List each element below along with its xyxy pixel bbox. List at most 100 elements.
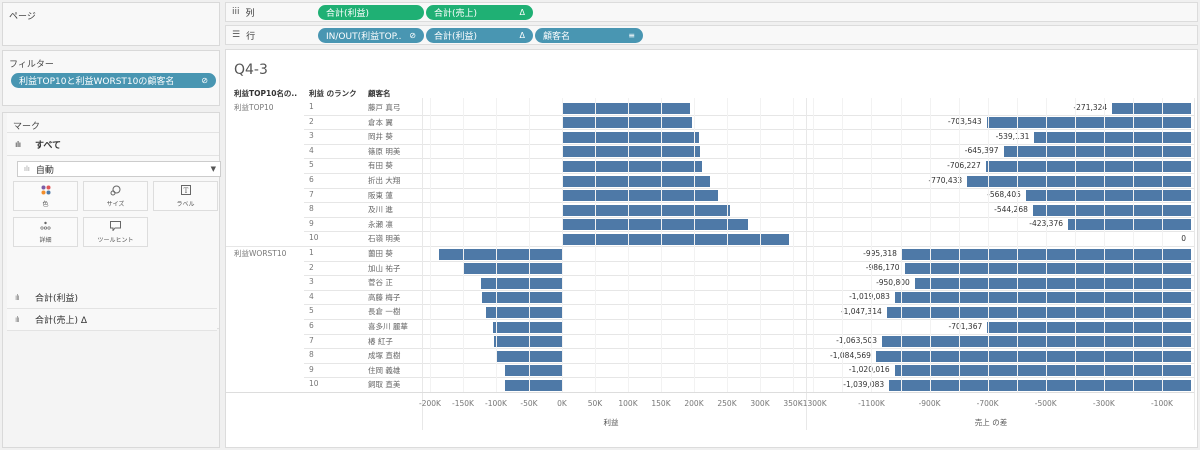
sales-diff-bar[interactable] [1003,146,1191,158]
profit-bar[interactable] [562,146,700,158]
columns-pill-profit[interactable]: 合計(利益) [318,5,424,20]
sales-diff-bar[interactable] [985,160,1191,172]
marks-tab-sales[interactable]: ılı 合計(売上) Δ [7,309,217,331]
profit-axis-tick: -200K [419,399,441,408]
sales-diff-bar[interactable] [987,321,1191,333]
filter-pill[interactable]: 利益TOP10と利益WORST10の顧客名 ⊘ [11,73,216,88]
gridline [871,98,873,392]
customer-name-cell[interactable]: 石嶺 明美 [368,234,401,244]
customer-name-cell[interactable]: 倉本 翼 [368,117,393,127]
header-rank[interactable]: 利益 のランク [309,89,357,98]
customer-name-cell[interactable]: 椿 紅子 [368,336,393,346]
row-divider [304,231,1194,233]
profit-bar[interactable] [439,248,562,260]
rank-cell: 1 [309,248,314,257]
header-customer[interactable]: 顧客名 [368,89,391,98]
viz-canvas[interactable]: Q4-3 利益TOP10名の.. 利益 のランク 顧客名 利益TOP10 利益W… [225,49,1198,448]
rank-cell: 4 [309,145,314,155]
mark-type-dropdown[interactable]: ılı 自動 ▼ [17,161,221,177]
profit-bar[interactable] [562,233,790,245]
profit-bar[interactable] [562,117,693,129]
sales-diff-bar[interactable] [894,292,1191,304]
customer-name-cell[interactable]: 菅谷 正 [368,278,393,288]
detail-button[interactable]: 詳細 [13,217,78,247]
table-calc-icon: Δ [519,31,525,40]
profit-bar[interactable] [504,365,562,377]
profit-bar[interactable] [562,219,749,231]
customer-name-cell[interactable]: 住岡 義雄 [368,365,401,375]
panel-divider [422,98,423,430]
sales-diff-bar[interactable] [886,306,1191,318]
profit-bar[interactable] [562,175,710,187]
sales-diff-bar[interactable] [914,277,1191,289]
columns-shelf[interactable]: iii 列 合計(利益) 合計(売上) Δ [225,2,1198,22]
customer-name-cell[interactable]: 永瀬 凛 [368,219,393,229]
profit-bar[interactable] [562,160,702,172]
profit-bar[interactable] [562,204,731,216]
gridline [430,98,431,392]
row-divider [304,319,1194,320]
row-divider [304,143,1194,145]
customer-name-cell[interactable]: 長倉 一樹 [368,307,401,317]
rows-shelf[interactable]: ☰ 行 IN/OUT(利益TOP.. ⊘ 合計(利益) Δ 顧客名 ≡ [225,25,1198,45]
color-button[interactable]: 色 [13,181,78,211]
rows-icon: ☰ [232,30,241,40]
rows-pill-customer[interactable]: 顧客名 ≡ [535,28,643,43]
customer-name-cell[interactable]: 及川 進 [368,205,393,215]
customer-name-cell[interactable]: 飼取 直美 [368,380,401,390]
rank-cell: 2 [309,262,314,272]
profit-bar[interactable] [492,321,562,333]
customer-name-cell[interactable]: 折出 大翔 [368,176,401,185]
customer-name-cell[interactable]: 成塚 直樹 [368,351,401,361]
customer-name-cell[interactable]: 岡井 葵 [368,132,393,142]
label-button[interactable]: T ラベル [153,181,218,211]
row-divider [304,158,1194,160]
columns-pill-sales[interactable]: 合計(売上) Δ [426,5,533,20]
gridline [929,98,931,392]
sales-diff-bar[interactable] [889,379,1191,391]
sales-diff-bar[interactable] [1025,190,1191,202]
profit-bar[interactable] [504,379,562,391]
filters-card[interactable]: フィルター 利益TOP10と利益WORST10の顧客名 ⊘ [2,50,220,106]
customer-name-cell[interactable]: 加山 祐子 [368,263,401,273]
customer-name-cell[interactable]: 篠原 明美 [368,146,401,156]
header-group[interactable]: 利益TOP10名の.. [234,89,298,98]
rows-pill-profit[interactable]: 合計(利益) Δ [426,28,533,43]
size-button[interactable]: サイズ [83,181,148,211]
profit-bar[interactable] [486,306,562,318]
mark-type-value: 自動 [35,165,54,176]
customer-name-cell[interactable]: 有田 葵 [368,161,393,171]
sales-diff-bar[interactable] [986,117,1191,129]
tooltip-button[interactable]: ツールヒント [83,217,148,247]
customer-name-cell[interactable]: 喜多川 麗華 [368,322,408,331]
customer-name-cell[interactable]: 藤戸 真弓 [368,103,401,112]
row-divider [304,129,1194,131]
profit-bar[interactable] [562,190,718,202]
profit-bar[interactable] [463,263,562,275]
profit-bar[interactable] [562,102,691,114]
customer-name-cell[interactable]: 阪東 蓮 [368,190,393,200]
profit-bar[interactable] [480,277,562,289]
sales-diff-bar[interactable] [904,263,1191,275]
sales-axis-tick: -100K [1150,399,1173,408]
sales-diff-bar[interactable] [967,175,1191,187]
pages-card[interactable]: ページ [2,2,220,46]
sales-diff-bar[interactable] [882,336,1191,348]
sales-diff-bar[interactable] [1032,204,1191,216]
sales-diff-bar[interactable] [1068,219,1191,231]
profit-bar[interactable] [482,292,562,304]
sales-diff-label: -645,397 [964,146,999,156]
profit-axis-title: 利益 [603,418,619,427]
rows-pill-inout[interactable]: IN/OUT(利益TOP.. ⊘ [318,28,424,43]
sales-diff-bar[interactable] [894,365,1191,377]
sales-diff-bar[interactable] [875,350,1191,362]
sales-diff-bar[interactable] [1034,131,1191,143]
profit-bar[interactable] [562,131,700,143]
sales-axis-tick: -900K [918,399,941,408]
marks-tab-profit[interactable]: ılı 合計(利益) [7,287,217,309]
profit-bar[interactable] [494,336,562,348]
sales-diff-bar[interactable] [1112,102,1191,114]
customer-name-cell[interactable]: 薗田 葵 [368,249,393,258]
marks-tab-all[interactable]: ılı すべて [7,134,219,156]
customer-name-cell[interactable]: 高藤 梅子 [368,292,401,302]
